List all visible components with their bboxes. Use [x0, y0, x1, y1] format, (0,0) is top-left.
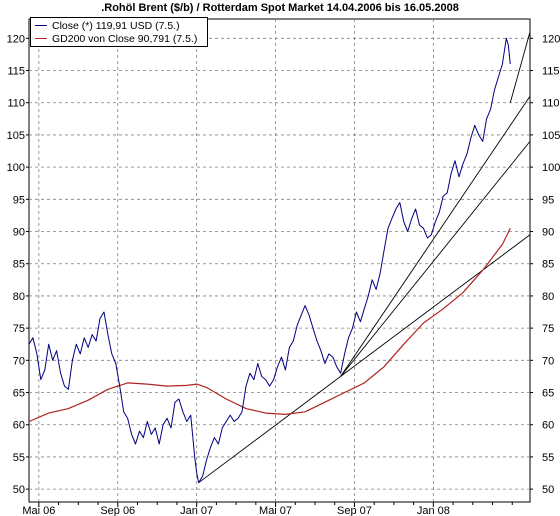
y-tick-label-right: 85	[542, 259, 554, 271]
legend-item-close: Close (*) 119,91 USD (7.5.)	[35, 19, 180, 32]
trendline	[198, 234, 531, 484]
chart-title: .Rohöl Brent ($/b) / Rotterdam Spot Mark…	[101, 2, 459, 14]
y-tick-label-right: 110	[542, 98, 560, 110]
x-tick-label: Mai 06	[22, 505, 55, 516]
y-tick-label-left: 75	[13, 323, 25, 335]
legend-swatch-gd200	[35, 38, 47, 39]
legend-label-gd200: GD200 von Close 90,791 (7.5.)	[52, 32, 198, 45]
legend-swatch-close	[35, 25, 47, 26]
trendline	[509, 31, 531, 103]
y-tick-label-right: 80	[542, 291, 554, 303]
y-tick-label-right: 100	[542, 162, 560, 174]
y-tick-label-left: 110	[7, 98, 25, 110]
series-line-gd200	[28, 228, 511, 423]
y-tick-label-left: 85	[13, 259, 25, 271]
y-tick-label-left: 60	[13, 420, 25, 432]
y-tick-label-left: 90	[13, 227, 25, 239]
y-tick-label-right: 50	[542, 484, 554, 496]
y-tick-label-right: 70	[542, 355, 554, 367]
y-tick-label-right: 65	[542, 388, 554, 400]
trendline	[340, 141, 531, 377]
y-tick-label-left: 120	[7, 33, 25, 45]
legend-label-close: Close (*) 119,91 USD (7.5.)	[52, 19, 180, 32]
y-tick-label-right: 115	[542, 66, 560, 78]
y-tick-label-left: 100	[7, 162, 25, 174]
y-tick-label-right: 75	[542, 323, 554, 335]
y-tick-label-left: 65	[13, 388, 25, 400]
x-tick-label: Sep 07	[337, 505, 372, 516]
x-tick-label: Jan 08	[417, 505, 450, 516]
y-tick-label-right: 120	[542, 33, 560, 45]
y-tick-label-right: 90	[542, 227, 554, 239]
plot-frame	[28, 18, 531, 503]
y-tick-label-right: 95	[542, 194, 554, 206]
y-tick-label-left: 80	[13, 291, 25, 303]
y-tick-label-left: 55	[13, 452, 25, 464]
trendline	[340, 96, 531, 377]
y-tick-label-left: 50	[13, 484, 25, 496]
y-tick-label-right: 105	[542, 130, 560, 142]
series-line-close	[28, 37, 511, 484]
x-tick-label: Sep 06	[100, 505, 135, 516]
y-tick-label-left: 70	[13, 355, 25, 367]
y-tick-label-left: 95	[13, 194, 25, 206]
legend-item-gd200: GD200 von Close 90,791 (7.5.)	[35, 32, 197, 45]
y-tick-label-left: 115	[7, 66, 25, 78]
x-tick-label: Mai 07	[259, 505, 292, 516]
y-tick-label-left: 105	[7, 130, 25, 142]
y-tick-label-right: 60	[542, 420, 554, 432]
y-tick-label-right: 55	[542, 452, 554, 464]
x-tick-label: Jan 07	[180, 505, 213, 516]
chart-legend: Close (*) 119,91 USD (7.5.) GD200 von Cl…	[30, 17, 208, 47]
